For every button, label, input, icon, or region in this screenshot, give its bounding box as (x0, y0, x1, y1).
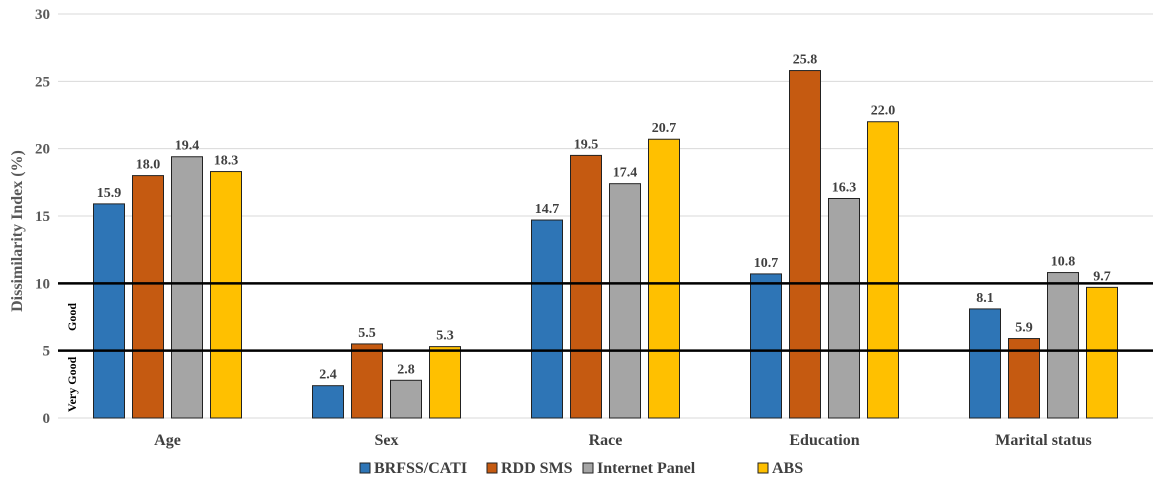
data-label-sex-internet-panel: 2.8 (397, 362, 415, 377)
data-label-education-abs: 22.0 (871, 104, 896, 119)
bar-education-rdd-sms (789, 70, 821, 419)
data-label-age-rdd-sms: 18.0 (136, 158, 161, 173)
category-label-sex: Sex (375, 432, 399, 449)
bar-age-abs (210, 171, 242, 419)
y-tick-label-20: 20 (35, 142, 50, 158)
data-label-race-rdd-sms: 19.5 (574, 137, 599, 152)
y-tick-label-10: 10 (35, 276, 50, 292)
data-label-education-internet-panel: 16.3 (832, 180, 857, 195)
bar-marital-status-abs (1086, 286, 1118, 419)
bar-age-rdd-sms (132, 175, 164, 419)
legend-label-internet-panel: Internet Panel (597, 460, 696, 477)
bar-race-rdd-sms (570, 154, 602, 419)
bar-education-internet-panel (828, 197, 860, 419)
data-label-marital-status-internet-panel: 10.8 (1051, 255, 1076, 270)
bar-sex-abs (429, 346, 461, 419)
legend-swatch-abs (757, 462, 769, 474)
bar-age-brfss-cati (93, 203, 125, 419)
bar-sex-brfss-cati (312, 385, 344, 419)
data-label-race-brfss-cati: 14.7 (535, 202, 560, 217)
bar-race-abs (648, 138, 680, 419)
data-label-sex-rdd-sms: 5.5 (358, 326, 376, 341)
data-label-education-brfss-cati: 10.7 (754, 256, 779, 271)
band-labels: Very Good Good (65, 303, 79, 412)
data-label-education-rdd-sms: 25.8 (793, 53, 818, 68)
y-tick-label-5: 5 (43, 344, 51, 360)
data-label-race-internet-panel: 17.4 (613, 166, 638, 181)
data-label-marital-status-abs: 9.7 (1093, 269, 1111, 284)
bar-race-brfss-cati (531, 219, 563, 419)
bar-education-brfss-cati (750, 273, 782, 419)
band-label-very-good: Very Good (65, 356, 79, 412)
data-label-marital-status-rdd-sms: 5.9 (1015, 321, 1033, 336)
band-label-good: Good (65, 303, 79, 331)
bar-age-internet-panel (171, 156, 203, 419)
y-tick-label-0: 0 (43, 411, 51, 427)
data-labels: 15.9 18.0 19.4 18.3 2.4 5.5 2.8 5.3 14.7 19.5 17.4… (97, 53, 1111, 383)
data-label-sex-brfss-cati: 2.4 (319, 368, 337, 383)
legend-label-abs: ABS (772, 460, 803, 477)
legend-label-brfss-cati: BRFSS/CATI (374, 460, 467, 477)
bar-sex-rdd-sms (351, 343, 383, 419)
y-tick-label-25: 25 (35, 74, 50, 90)
data-label-age-internet-panel: 19.4 (175, 139, 200, 154)
legend-swatch-rdd-sms (486, 462, 498, 474)
x-axis-categories: Age Sex Race Education Marital status (154, 432, 1092, 449)
data-label-age-abs: 18.3 (214, 154, 239, 169)
bar-sex-internet-panel (390, 379, 422, 419)
legend-swatch-internet-panel (582, 462, 594, 474)
legend: BRFSS/CATI RDD SMS Internet Panel ABS (359, 460, 803, 477)
y-tick-label-30: 30 (35, 7, 50, 23)
y-tick-label-15: 15 (35, 209, 50, 225)
legend-swatch-brfss-cati (359, 462, 371, 474)
y-axis-ticks: 0 5 10 15 20 25 30 (35, 7, 50, 427)
bar-marital-status-internet-panel (1047, 272, 1079, 419)
bars (93, 70, 1118, 419)
data-label-age-brfss-cati: 15.9 (97, 186, 122, 201)
y-axis-title: Dissimilarity Index (%) (9, 150, 26, 312)
category-label-race: Race (589, 432, 623, 449)
legend-label-rdd-sms: RDD SMS (501, 460, 573, 477)
data-label-marital-status-brfss-cati: 8.1 (976, 291, 994, 306)
bar-marital-status-brfss-cati (969, 308, 1001, 419)
category-label-education: Education (789, 432, 859, 449)
category-label-age: Age (154, 432, 181, 449)
category-label-marital-status: Marital status (995, 432, 1091, 449)
data-label-race-abs: 20.7 (652, 121, 677, 136)
reference-lines (58, 282, 1153, 352)
data-label-sex-abs: 5.3 (436, 329, 454, 344)
bar-education-abs (867, 121, 899, 419)
bar-race-internet-panel (609, 183, 641, 419)
